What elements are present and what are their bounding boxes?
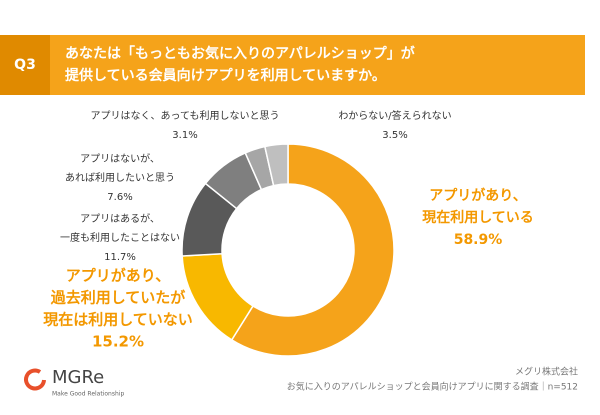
segment-label: アプリはあるが、 [80,212,160,225]
segment-label: 過去利用していたが [50,289,187,307]
segment-label: あれば利用したいと思う [65,172,175,184]
segment-label: 一度も利用したことはない [60,231,180,244]
title: あなたは「もっともお気に入りのアパレルショップ」が [65,45,416,62]
logo-icon [24,368,46,391]
value-label: 7.6% [107,192,132,203]
segment-label: 現在利用している [422,209,534,226]
segment-label: アプリがあり、 [429,187,526,204]
logo: MGRe Make Good Relationship [24,367,124,398]
company: メグリ株式会社 [515,366,578,378]
title-bar [50,35,585,95]
segment-label: アプリはないが、 [80,152,160,165]
segment-label: アプリがあり、 [66,267,170,285]
value-label: 15.2% [92,333,144,351]
title: 提供している会員向けアプリを利用していますか。 [65,67,386,84]
value-label: 3.5% [382,130,407,141]
source: お気に入りのアパレルショップと会員向けアプリに関する調査｜n=512 [287,381,578,393]
logo-tagline: Make Good Relationship [52,391,124,398]
question-box [0,35,50,95]
value-label: 3.1% [172,130,197,141]
value-label: 11.7% [104,252,136,263]
value-label: 58.9% [454,232,503,248]
segment-label: 現在は利用していない [43,311,193,329]
question-number: Q3 [14,57,36,73]
logo-text: MGRe [52,367,104,388]
donut-segment [263,143,289,187]
segment-label: わからない/答えられない [338,109,451,122]
segment-label: アプリはなく、あっても利用しないと思う [91,110,280,122]
donut-segment [230,143,395,357]
